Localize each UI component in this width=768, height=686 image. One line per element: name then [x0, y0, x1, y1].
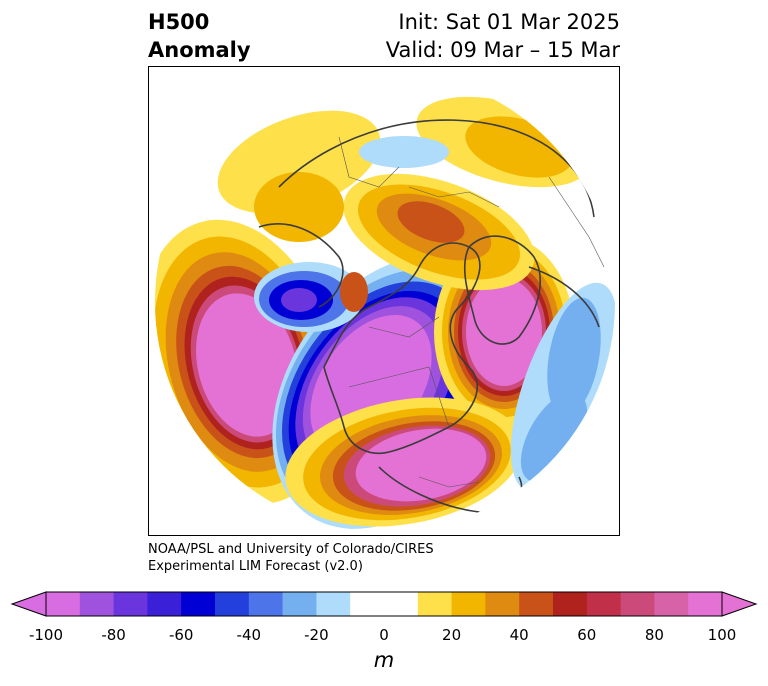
colorbar-cell: [79, 592, 115, 616]
colorbar-tick: -100: [28, 626, 64, 644]
colorbar-cell: [350, 592, 385, 616]
colorbar: [10, 591, 758, 617]
colorbar-cell: [586, 592, 622, 616]
credit-text: NOAA/PSL and University of Colorado/CIRE…: [148, 541, 434, 575]
colorbar-cell: [519, 592, 554, 616]
colorbar-tick: -60: [168, 626, 194, 644]
anomaly-east-siberia-negative: [254, 136, 449, 332]
colorbar-cell: [113, 592, 148, 616]
anomaly-north-africa-negative: [510, 282, 615, 492]
polar-map: [148, 66, 620, 536]
anomaly-map-svg: [155, 96, 615, 529]
colorbar-cell: [485, 592, 520, 616]
colorbar-cell: [384, 592, 419, 616]
colorbar-cell: [181, 592, 216, 616]
colorbar-cell: [553, 592, 588, 616]
title-line-type: Anomaly: [148, 38, 251, 62]
colorbar-cell: [451, 592, 486, 616]
colorbar-tick: -80: [101, 626, 126, 644]
colorbar-cell: [688, 592, 723, 616]
colorbar-cell: [215, 592, 250, 616]
title-line-variable: H500: [148, 10, 210, 34]
colorbar-cell: [282, 592, 317, 616]
colorbar-min-arrow: [10, 591, 47, 617]
anomaly-europe-positive: [285, 397, 523, 527]
credit-line-2: Experimental LIM Forecast (v2.0): [148, 559, 363, 574]
colorbar-tick: -40: [236, 626, 262, 644]
colorbar-tick: 40: [509, 626, 529, 644]
forecast-dates: Init: Sat 01 Mar 2025 Valid: 09 Mar – 15…: [386, 8, 620, 64]
colorbar-unit: m: [373, 648, 395, 672]
colorbar-cell: [417, 592, 453, 616]
colorbar-tick: 100: [707, 626, 737, 644]
valid-dates: Valid: 09 Mar – 15 Mar: [385, 38, 620, 62]
map-title: H500 Anomaly: [148, 8, 251, 64]
colorbar-ticks: -100 -80 -60 -40 -20 0 20 40 60 80 100: [0, 626, 768, 646]
colorbar-tick: 0: [379, 626, 389, 644]
colorbar-tick: 60: [577, 626, 597, 644]
colorbar-cell: [654, 592, 689, 616]
credit-line-1: NOAA/PSL and University of Colorado/CIRE…: [148, 542, 434, 557]
colorbar-cell: [46, 592, 81, 616]
colorbar-tick: 20: [442, 626, 462, 644]
colorbar-tick: -20: [304, 626, 329, 644]
colorbar-cell: [620, 592, 655, 616]
colorbar-cell: [147, 592, 182, 616]
borders: [338, 136, 605, 488]
colorbar-max-arrow: [721, 591, 758, 617]
colorbar-cell: [316, 592, 351, 616]
init-date: Init: Sat 01 Mar 2025: [398, 10, 620, 34]
colorbar-tick: 80: [644, 626, 664, 644]
colorbar-cell: [248, 592, 284, 616]
